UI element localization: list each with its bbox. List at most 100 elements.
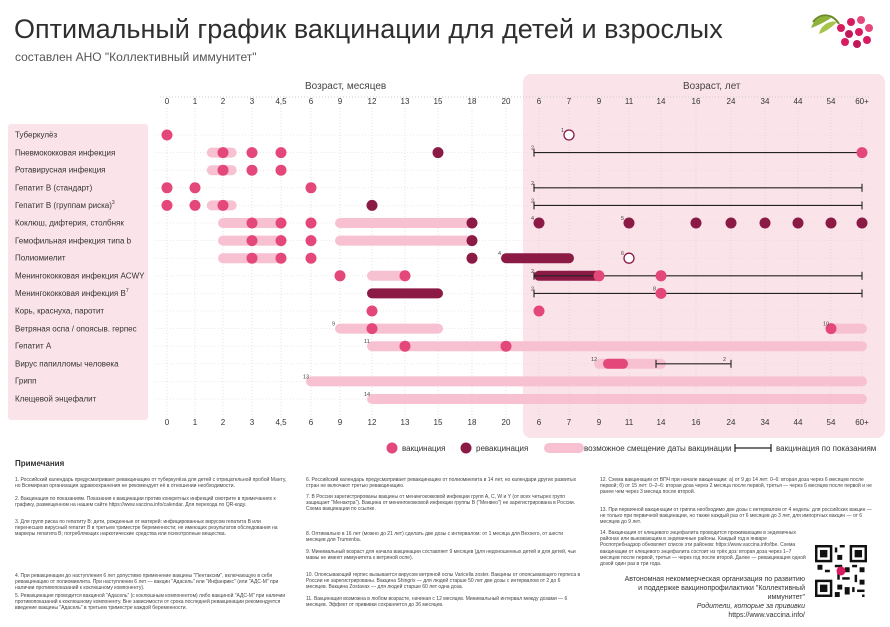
vaccination-dot [275, 217, 287, 229]
note-11: 11. Вакцинация возможна в любом возрасте… [306, 596, 568, 609]
age-tick-bottom: 9 [337, 418, 343, 427]
age-tick-bottom: 2 [220, 418, 226, 427]
legend-revaccination: ревакцинация [476, 444, 529, 453]
age-tick-top: 1 [192, 97, 198, 106]
age-tick-bottom: 0 [164, 418, 170, 427]
vaccine-name: Гепатит B (стандарт) [15, 183, 93, 193]
age-tick-bottom: 15 [433, 418, 443, 427]
vaccine-label: Полиомиелит [15, 254, 66, 263]
age-tick-bottom: 13 [400, 418, 410, 427]
note-7: 7. В России зарегистрированы вакцины от … [306, 494, 576, 513]
note-9: 9. Минимальный возраст для начала вакцин… [306, 549, 576, 562]
age-tick-bottom: 7 [566, 418, 572, 427]
age-tick-bottom: 24 [726, 418, 736, 427]
vaccination-dot [217, 147, 229, 159]
vaccine-label: Ротавирусная инфекция [15, 166, 106, 175]
legend-shift: возможное смещение даты вакцинации [584, 444, 732, 453]
shift-bar [335, 235, 477, 246]
note-13: 13. При первичной вакцинации от гриппа н… [600, 507, 872, 526]
qr-code-icon[interactable] [815, 545, 867, 597]
vaccination-dot [217, 199, 229, 211]
vaccine-name: Менингококковая инфекция B [15, 289, 126, 299]
note-marker: 4 [531, 216, 534, 222]
years-axis-title: Возраст, лет [683, 81, 741, 92]
footer-slogan: Родители, которые за прививки [696, 603, 805, 610]
optional-revaccination-dot [623, 252, 635, 264]
vaccination-dot [161, 199, 173, 211]
vaccination-dot [246, 164, 258, 176]
vaccine-label: Клещевой энцефалит [15, 395, 96, 404]
note-marker: 2 [723, 357, 726, 363]
age-tick-top: 54 [826, 97, 836, 106]
revaccination-dot [792, 217, 804, 229]
vaccine-label: Коклюш, дифтерия, столбняк [15, 219, 124, 228]
note-marker: 2 [531, 181, 534, 187]
vaccine-label: Вирус папилломы человека [15, 359, 119, 368]
age-tick-bottom: 9 [596, 418, 602, 427]
revaccination-dot [759, 217, 771, 229]
age-tick-top: 4,5 [275, 97, 287, 106]
vaccination-dot [825, 323, 837, 335]
vaccine-name: Ветряная оспа / опоясыв. герпес [15, 324, 137, 334]
age-tick-top: 34 [760, 97, 770, 106]
note-marker: 14 [364, 392, 370, 398]
revaccination-dot [533, 217, 545, 229]
note-marker: 9 [332, 322, 335, 328]
age-tick-bottom: 16 [691, 418, 701, 427]
age-tick-top: 44 [793, 97, 803, 106]
revaccination-dot [623, 217, 635, 229]
vaccination-dot [275, 252, 287, 264]
footer-url[interactable]: https://www.vaccina.info/ [728, 612, 805, 619]
berries-logo-icon [811, 14, 873, 48]
vaccination-dot [655, 270, 667, 282]
note-marker: 10 [823, 322, 829, 328]
vaccination-dot [189, 199, 201, 211]
age-tick-bottom: 34 [760, 418, 770, 427]
vaccination-dot [246, 235, 258, 247]
note-marker: 12 [591, 357, 597, 363]
age-tick-top: 18 [467, 97, 477, 106]
note-marker: 2 [531, 198, 534, 204]
age-tick-top: 3 [249, 97, 255, 106]
age-tick-bottom: 6 [308, 418, 314, 427]
vaccine-name: Ротавирусная инфекция [15, 165, 106, 175]
note-marker: 2 [531, 146, 534, 152]
vaccine-name: Корь, краснуха, паротит [15, 306, 105, 316]
vaccine-label: Туберкулёз [15, 131, 57, 140]
age-tick-top: 20 [501, 97, 511, 106]
note-10: 10. Опоясывающий герпес вызывается вирус… [306, 572, 581, 591]
note-marker: 4 [498, 251, 501, 257]
age-tick-bottom: 14 [656, 418, 666, 427]
legend-revaccination-marker [460, 442, 472, 454]
age-tick-bottom: 11 [624, 418, 634, 427]
note-marker: 5 [621, 216, 624, 222]
note-2: 2. Вакцинация по показаниям. Показания к… [15, 496, 276, 509]
age-tick-bottom: 44 [793, 418, 803, 427]
vaccine-name: Гепатит B (группам риска) [15, 201, 112, 211]
vaccination-bar [603, 358, 628, 369]
revaccination-dot [432, 147, 444, 159]
vaccination-dot [856, 147, 868, 159]
note-8: 8. Оптимально в 16 лет (можно до 21 лет)… [306, 531, 563, 544]
notes-title: Примечания [15, 459, 65, 468]
note-12: 12. Схема вакцинации от ВПЧ при начале в… [600, 477, 872, 496]
vaccination-dot [275, 235, 287, 247]
vaccination-dot [593, 270, 605, 282]
legend-indication: вакцинация по показаниям [776, 444, 877, 453]
vaccination-dot [189, 182, 201, 194]
months-axis-title: Возраст, месяцев [305, 81, 387, 92]
note-marker: 13 [303, 374, 309, 380]
vaccination-dot [399, 340, 411, 352]
age-tick-bottom: 54 [826, 418, 836, 427]
age-tick-bottom: 12 [367, 418, 377, 427]
note-14: 14. Вакцинация от клещевого энцефалита п… [600, 530, 806, 568]
vaccine-label: Гемофильная инфекция типа b [15, 236, 131, 245]
revaccination-dot [366, 199, 378, 211]
legend-shift-marker [544, 443, 584, 453]
vaccine-label: Грипп [15, 377, 36, 386]
revaccination-dot [690, 217, 702, 229]
vaccine-label: Гепатит B (группам риска)3 [15, 201, 115, 211]
note-6: 6. Российский календарь предусматривает … [306, 477, 577, 490]
age-tick-top: 13 [400, 97, 410, 106]
